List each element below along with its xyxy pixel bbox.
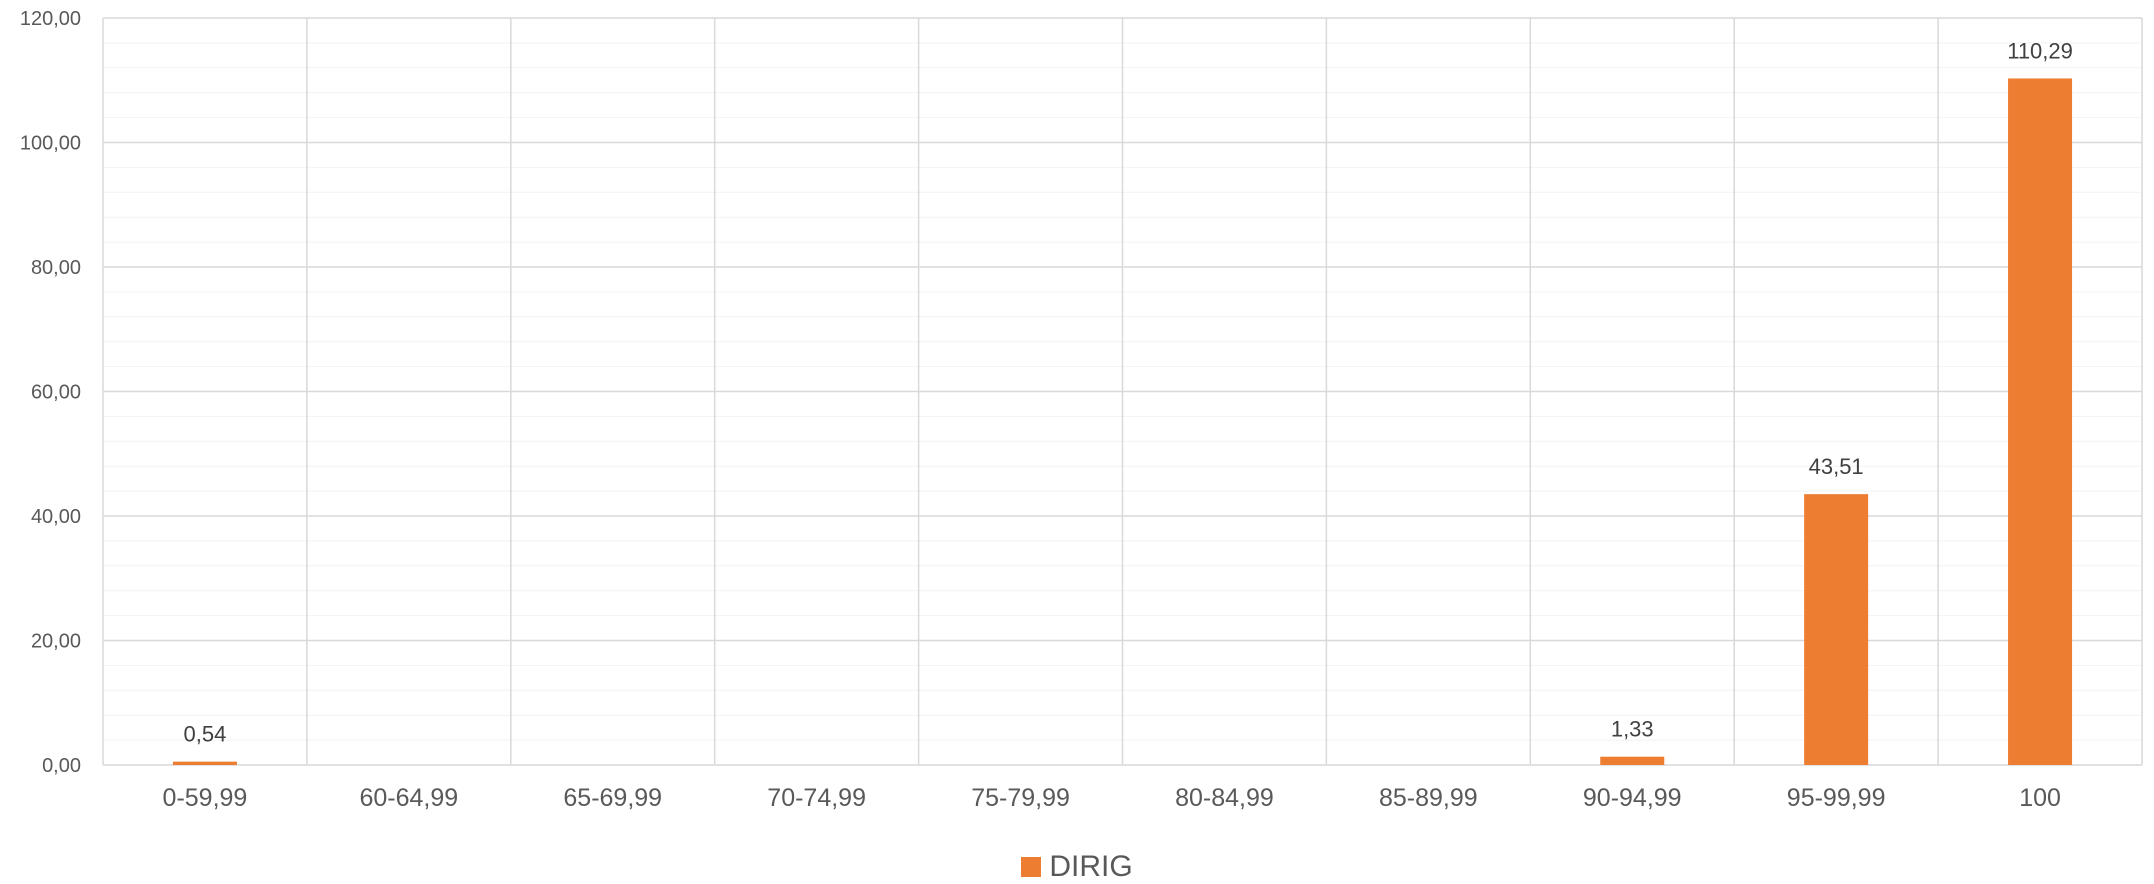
x-tick-label: 85-89,99: [1379, 784, 1478, 812]
x-tick-label: 90-94,99: [1583, 784, 1682, 812]
bar: [2008, 78, 2073, 765]
y-tick-label: 80,00: [31, 257, 81, 279]
legend: DIRIG: [0, 850, 2154, 884]
x-tick-label: 60-64,99: [359, 784, 458, 812]
x-tick-label: 75-79,99: [971, 784, 1070, 812]
bar: [1600, 756, 1665, 765]
data-label: 43,51: [1809, 454, 1864, 479]
x-tick-label: 100: [2019, 784, 2061, 812]
legend-label: DIRIG: [1049, 850, 1133, 883]
bar: [1804, 494, 1869, 765]
x-tick-label: 95-99,99: [1787, 784, 1886, 812]
x-tick-label: 70-74,99: [767, 784, 866, 812]
x-tick-label: 80-84,99: [1175, 784, 1274, 812]
y-tick-label: 60,00: [31, 382, 81, 404]
data-label: 0,54: [184, 722, 227, 747]
x-tick-label: 65-69,99: [563, 784, 662, 812]
data-label: 110,29: [2007, 38, 2073, 63]
x-tick-label: 0-59,99: [163, 784, 248, 812]
y-tick-label: 120,00: [20, 8, 81, 30]
y-tick-label: 100,00: [20, 133, 81, 155]
y-tick-label: 0,00: [42, 755, 81, 777]
data-label: 1,33: [1611, 717, 1654, 742]
y-tick-label: 20,00: [31, 631, 81, 653]
legend-swatch: [1021, 857, 1042, 877]
y-tick-label: 40,00: [31, 506, 81, 528]
bar-chart: 0,00 20,00 40,00 60,00 80,00 100,00 120,00 0,54…: [20, 8, 2143, 812]
bar: [172, 761, 237, 765]
